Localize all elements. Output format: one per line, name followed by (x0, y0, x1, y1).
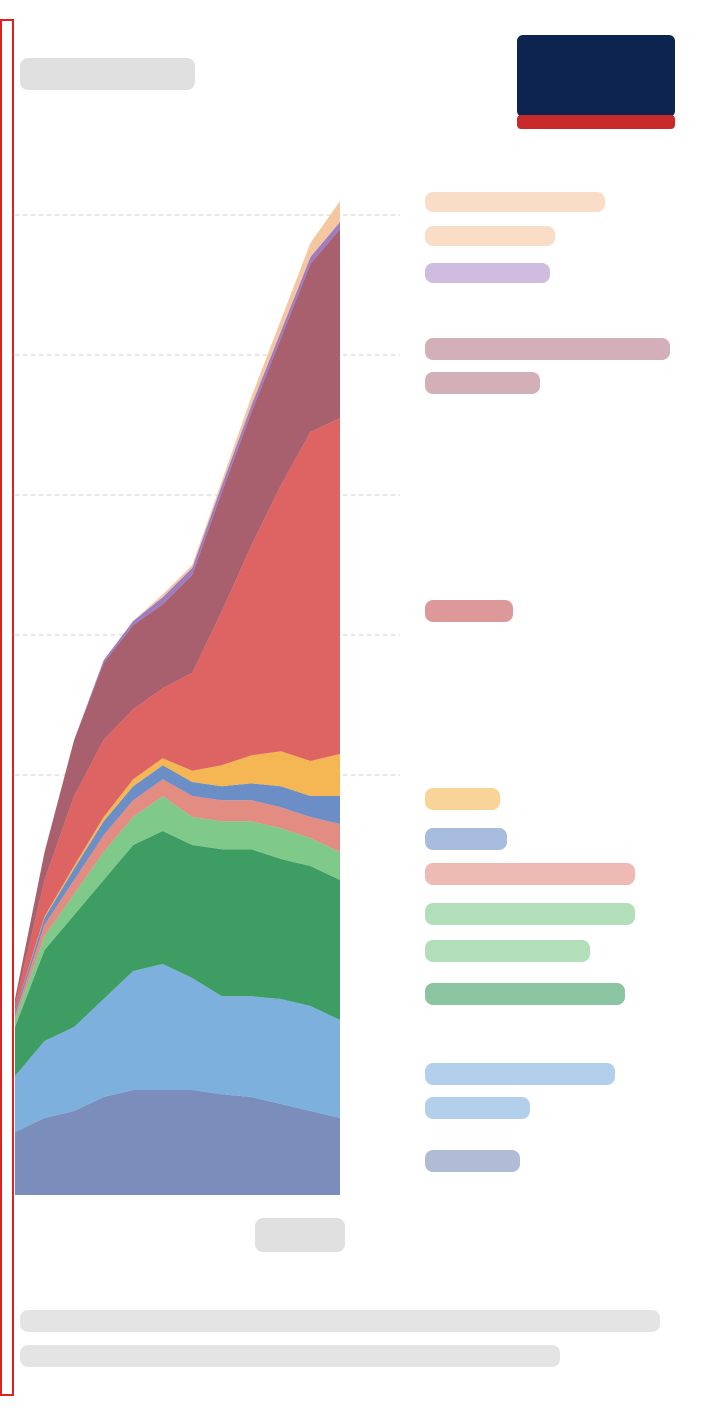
label-placeholder (425, 1150, 520, 1172)
label-placeholder (425, 940, 590, 962)
label-placeholder (425, 1097, 530, 1119)
label-placeholder (425, 983, 625, 1005)
area (15, 418, 340, 1012)
area (15, 964, 340, 1132)
logo-box (517, 35, 675, 117)
label-placeholder (425, 226, 555, 246)
label-placeholder (425, 863, 635, 885)
area (15, 1090, 340, 1195)
label-placeholder (425, 338, 670, 360)
label-placeholder (425, 1063, 615, 1085)
header-placeholder (20, 58, 195, 90)
label-placeholder (425, 192, 605, 212)
label-placeholder (425, 903, 635, 925)
label-placeholder (425, 788, 500, 810)
x-label-placeholder (255, 1218, 345, 1252)
area (15, 751, 340, 1012)
labels (20, 192, 670, 1367)
area (15, 831, 340, 1076)
label-placeholder (425, 828, 507, 850)
label-placeholder (425, 600, 513, 622)
footnote-placeholder (20, 1345, 560, 1367)
label-placeholder (425, 263, 550, 283)
footnote-placeholder (20, 1310, 660, 1332)
area (15, 229, 340, 1005)
panel-edge (0, 19, 14, 1396)
logo-stripe (517, 115, 675, 129)
label-placeholder (425, 372, 540, 394)
